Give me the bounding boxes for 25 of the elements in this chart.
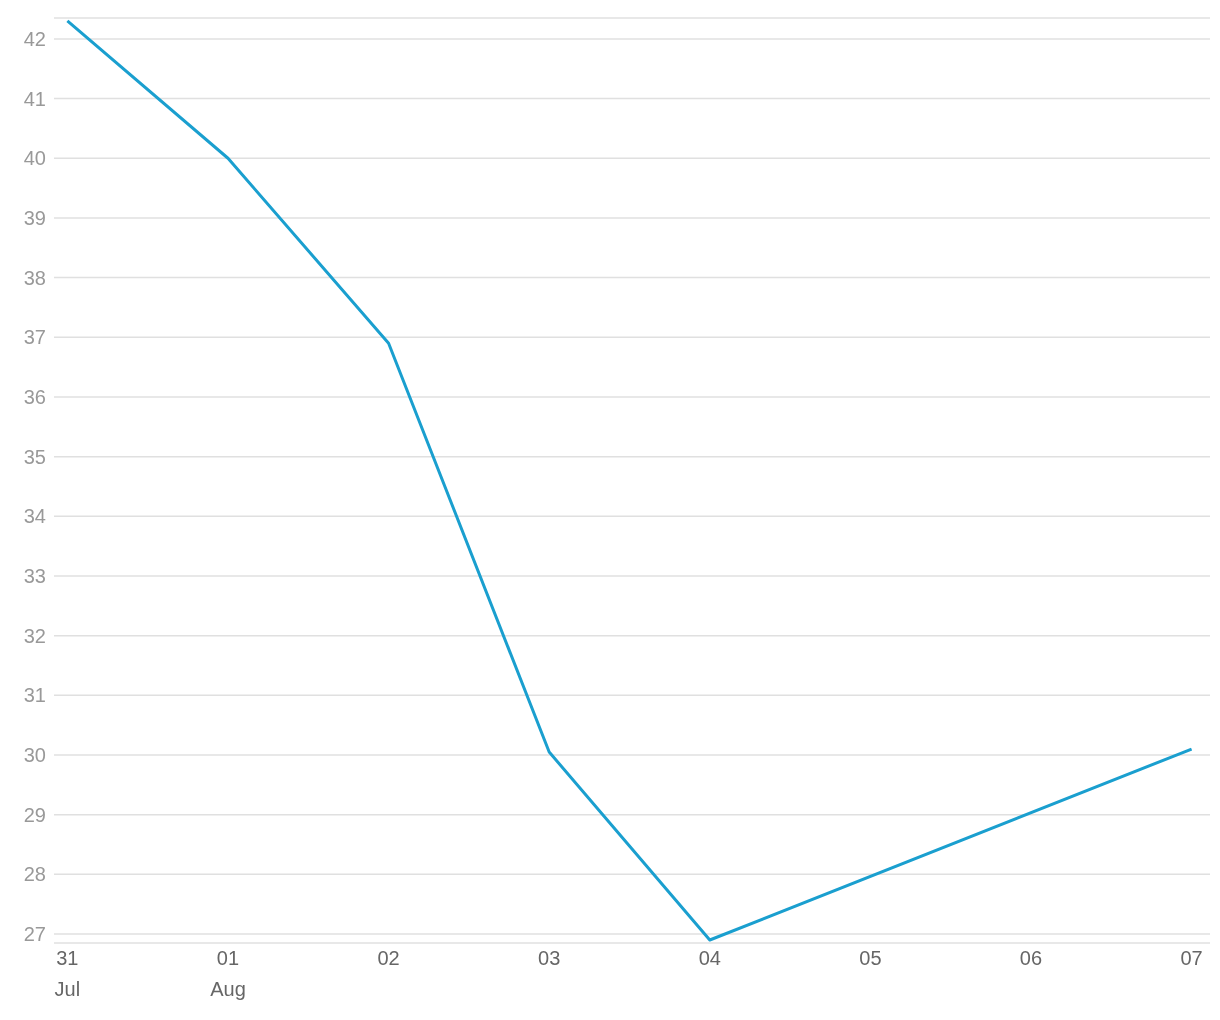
- y-tick-label: 28: [23, 863, 46, 886]
- y-tick-label: 35: [23, 445, 46, 468]
- y-tick-label: 39: [23, 207, 46, 230]
- y-tick-label: 32: [23, 624, 46, 647]
- x-tick-label: 06: [1019, 947, 1043, 969]
- y-tick-label: 42: [23, 27, 46, 50]
- x-tick-label: 03: [538, 947, 561, 969]
- y-tick-label: 29: [23, 803, 46, 826]
- x-tick-label: 01 Aug: [210, 947, 246, 1000]
- y-tick-label: 38: [23, 266, 46, 289]
- y-tick-label: 31: [23, 684, 46, 707]
- x-tick-label: 07: [1180, 947, 1203, 969]
- y-tick-label: 36: [23, 386, 46, 409]
- y-tick-label: 40: [23, 147, 46, 170]
- x-tick-label: 31 Jul: [54, 947, 81, 1000]
- x-tick-label: 04: [698, 947, 721, 969]
- y-tick-label: 33: [23, 565, 46, 588]
- x-tick-label: 02: [377, 947, 400, 969]
- line-series: [65, 19, 1194, 942]
- y-tick-label: 41: [23, 87, 46, 110]
- y-tick-label: 37: [23, 326, 46, 349]
- x-tick-label: 05: [859, 947, 882, 969]
- y-tick-label: 27: [23, 923, 46, 946]
- y-tick-label: 30: [23, 744, 46, 767]
- y-tick-label: 34: [23, 505, 46, 528]
